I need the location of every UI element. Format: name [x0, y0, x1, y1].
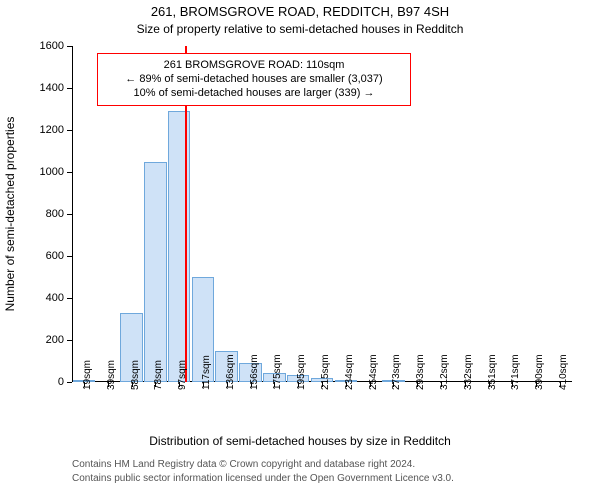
y-tick-mark [67, 88, 72, 89]
bar [144, 162, 167, 383]
y-tick-label: 200 [24, 334, 64, 346]
annotation-box: 261 BROMSGROVE ROAD: 110sqm← 89% of semi… [97, 53, 411, 106]
chart-subtitle: Size of property relative to semi-detach… [0, 22, 600, 36]
footer-line-2: Contains public sector information licen… [72, 472, 454, 486]
y-tick-mark [67, 340, 72, 341]
annotation-line: 261 BROMSGROVE ROAD: 110sqm [104, 58, 404, 72]
y-tick-mark [67, 130, 72, 131]
y-tick-mark [67, 256, 72, 257]
y-tick-label: 1600 [24, 40, 64, 52]
y-tick-label: 600 [24, 250, 64, 262]
annotation-line: 10% of semi-detached houses are larger (… [104, 86, 404, 100]
y-tick-label: 1200 [24, 124, 64, 136]
footer-line-1: Contains HM Land Registry data © Crown c… [72, 458, 454, 472]
y-tick-mark [67, 298, 72, 299]
bar [168, 111, 191, 382]
y-tick-mark [67, 172, 72, 173]
y-tick-label: 0 [24, 376, 64, 388]
y-tick-label: 400 [24, 292, 64, 304]
y-tick-mark [67, 46, 72, 47]
plot-area: 261 BROMSGROVE ROAD: 110sqm← 89% of semi… [72, 46, 572, 382]
y-tick-mark [67, 214, 72, 215]
page-root: 261, BROMSGROVE ROAD, REDDITCH, B97 4SH … [0, 0, 600, 500]
annotation-line: ← 89% of semi-detached houses are smalle… [104, 72, 404, 86]
y-axis-title: Number of semi-detached properties [3, 117, 17, 312]
y-tick-label: 1400 [24, 82, 64, 94]
chart-title: 261, BROMSGROVE ROAD, REDDITCH, B97 4SH [0, 4, 600, 19]
y-tick-mark [67, 382, 72, 383]
x-axis-title: Distribution of semi-detached houses by … [0, 434, 600, 448]
footer-attribution: Contains HM Land Registry data © Crown c… [72, 458, 454, 485]
y-tick-label: 1000 [24, 166, 64, 178]
y-tick-label: 800 [24, 208, 64, 220]
